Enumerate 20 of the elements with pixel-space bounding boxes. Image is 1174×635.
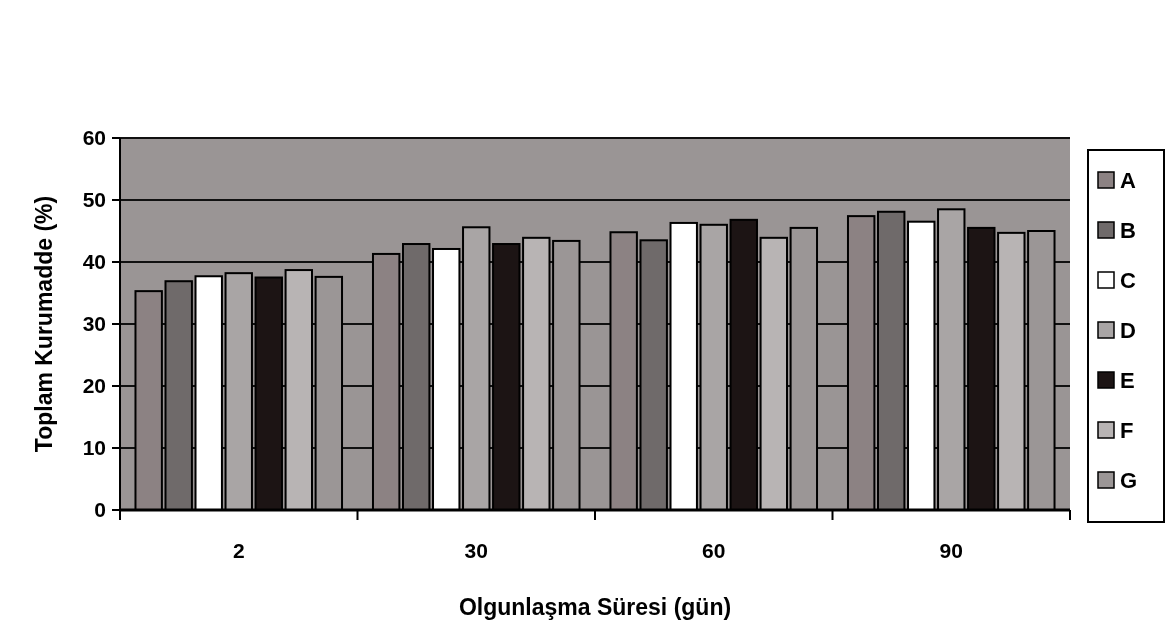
legend-label: G <box>1120 467 1138 493</box>
legend-label: A <box>1120 167 1136 193</box>
y-axis-title: Toplam Kurumadde (%) <box>31 195 57 453</box>
y-tick-label: 50 <box>82 188 106 212</box>
legend-label: B <box>1120 217 1136 243</box>
y-tick-label: 20 <box>82 374 106 398</box>
legend-label: D <box>1120 317 1136 343</box>
legend-label: E <box>1120 367 1135 393</box>
x-tick-label: 60 <box>702 539 726 562</box>
legend-label: F <box>1120 417 1134 443</box>
x-tick-label: 2 <box>232 539 245 562</box>
y-tick-label: 60 <box>82 126 106 150</box>
y-tick-label: 40 <box>82 250 106 274</box>
x-tick-label: 90 <box>939 539 963 562</box>
y-tick-label: 10 <box>82 436 106 460</box>
y-tick-label: 30 <box>82 312 106 336</box>
x-tick-label: 30 <box>464 539 488 562</box>
y-tick-label: 0 <box>94 498 106 522</box>
x-axis-title: Olgunlaşma Süresi (gün) <box>458 594 732 620</box>
legend-label: C <box>1120 267 1136 293</box>
